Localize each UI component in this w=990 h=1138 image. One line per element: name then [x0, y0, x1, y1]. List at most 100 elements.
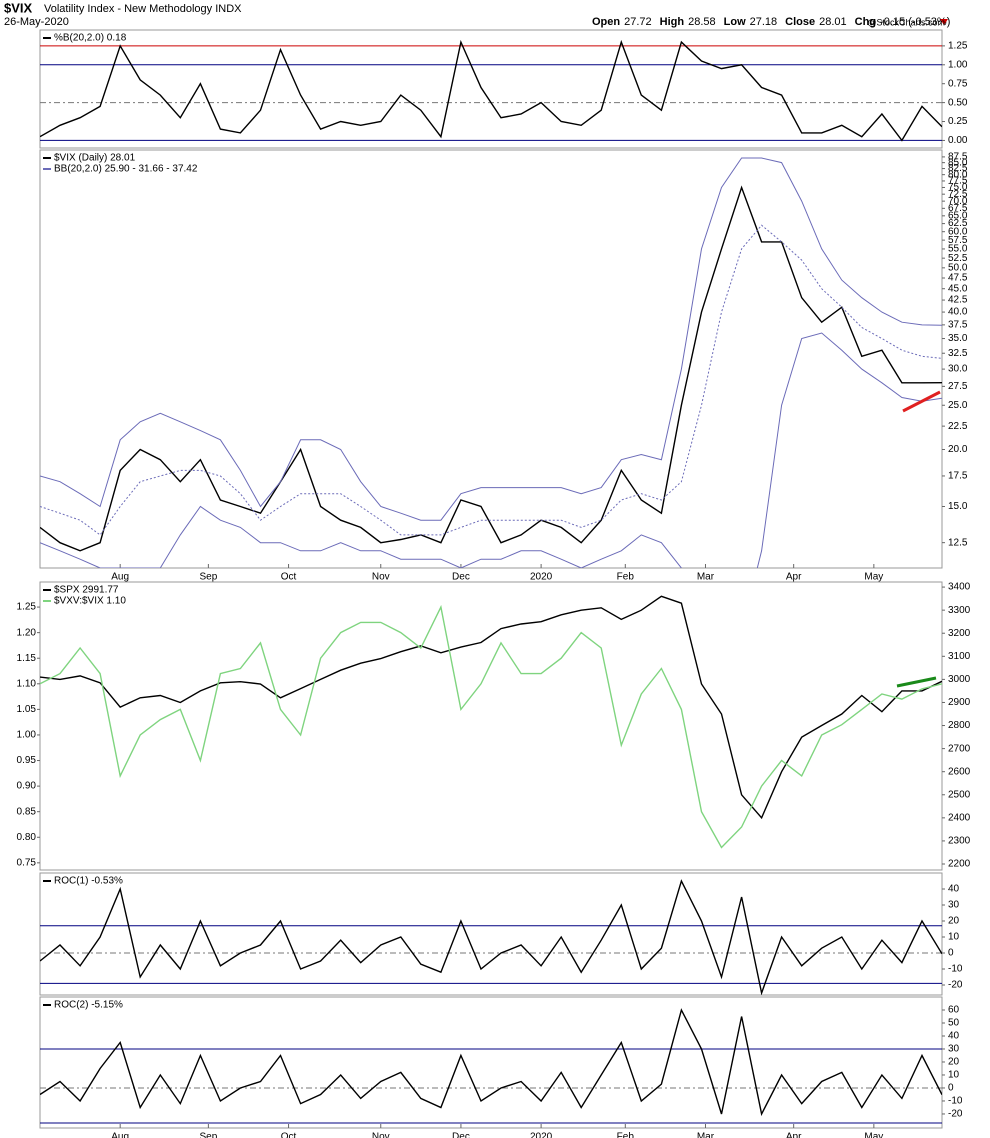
y-tick-label: 27.5	[948, 381, 968, 392]
band-line	[40, 332, 942, 568]
y-tick-label: 0.75	[948, 78, 968, 89]
y-tick-label: 52.5	[948, 253, 968, 264]
x-tick-label: 2020	[530, 1132, 553, 1138]
y-tick-label: 2700	[948, 743, 971, 754]
x-tick-label: Feb	[617, 572, 635, 583]
y-tick-label: 40	[948, 1031, 960, 1042]
legend-label: $VIX (Daily) 28.01	[54, 153, 136, 164]
panel-frame	[39, 149, 943, 569]
y-tick-label: 20.0	[948, 444, 968, 455]
y-tick-label: 10	[948, 932, 960, 943]
y-tick-label: 3300	[948, 605, 971, 616]
trend-annotation	[896, 676, 937, 688]
quote-value: 28.58	[688, 16, 716, 28]
y-tick-label: 0.75	[17, 857, 37, 868]
x-tick-label: Oct	[281, 572, 297, 583]
y-tick-label: 35.0	[948, 333, 968, 344]
x-tick-label: Feb	[617, 1132, 635, 1138]
y-tick-label: 3100	[948, 651, 971, 662]
panel-frame	[39, 872, 943, 996]
y-tick-label: 1.00	[17, 730, 37, 741]
x-tick-label: Dec	[452, 1132, 470, 1138]
quote-label: Chg	[855, 16, 876, 28]
quote-label: High	[660, 16, 685, 28]
quote-value: 27.18	[750, 16, 778, 28]
y-tick-label: 2800	[948, 720, 971, 731]
panel-frame	[39, 581, 943, 871]
series-line	[40, 595, 942, 820]
quote-label: Close	[785, 16, 815, 28]
y-tick-label: 0.95	[17, 755, 37, 766]
down-arrow	[940, 19, 948, 25]
x-tick-label: Dec	[452, 572, 470, 583]
y-tick-label: 20	[948, 916, 960, 927]
x-tick-label: Apr	[786, 1132, 802, 1138]
quote-label: Low	[724, 16, 746, 28]
y-tick-label: 17.5	[948, 471, 968, 482]
x-tick-label: Aug	[111, 1132, 129, 1138]
y-tick-label: 0.90	[17, 781, 37, 792]
y-tick-label: 40	[948, 884, 960, 895]
plots: 1.25 1.00 0.75 0.50 0.25 0.00 %B(20,2.0) 0.18 1…	[17, 29, 971, 1138]
y-tick-label: 55.0	[948, 244, 968, 255]
y-tick-label: 85.0	[948, 157, 968, 168]
y-tick-label: 1.20	[17, 627, 37, 638]
date: 26-May-2020	[4, 16, 69, 28]
y-tick-label: 10	[948, 1070, 960, 1081]
y-tick-label: 67.5	[948, 203, 968, 214]
y-tick-label: 0	[948, 1083, 954, 1094]
y-tick-label: 1.10	[17, 678, 37, 689]
y-tick-label: 72.5	[948, 189, 968, 200]
panel-frame	[39, 29, 943, 149]
y-tick-label: 47.5	[948, 273, 968, 284]
y-tick-label: 2200	[948, 859, 971, 870]
y-tick-label: 30.0	[948, 364, 968, 375]
watermark: @StockCharts.com	[867, 17, 945, 27]
y-tick-label: 3000	[948, 674, 971, 685]
y-tick-label: 82.5	[948, 163, 968, 174]
y-tick-label: 60	[948, 1005, 960, 1016]
y-tick-label: 3200	[948, 628, 971, 639]
y-tick-label: 30	[948, 1044, 960, 1055]
y-tick-label: -20	[948, 1109, 963, 1120]
symbol: $VIX	[4, 0, 33, 15]
y-tick-label: 77.5	[948, 176, 968, 187]
x-tick-label: Aug	[111, 572, 129, 583]
x-tick-label: May	[864, 1132, 883, 1138]
symbol-name: Volatility Index - New Methodology INDX	[44, 3, 242, 15]
y-tick-label: -10	[948, 1096, 963, 1107]
y-tick-label: 2900	[948, 697, 971, 708]
y-tick-label: 65.0	[948, 210, 968, 221]
legend-label: ROC(2) -5.15%	[54, 1000, 123, 1011]
y-tick-label: 1.15	[17, 653, 37, 664]
y-tick-label: 2500	[948, 789, 971, 800]
quote-value: 28.01	[819, 16, 847, 28]
y-tick-label: 0.85	[17, 806, 37, 817]
y-tick-label: -20	[948, 980, 963, 991]
y-tick-label: 2400	[948, 812, 971, 823]
y-tick-label: 62.5	[948, 218, 968, 229]
x-tick-label: Nov	[372, 572, 390, 583]
x-tick-label: Nov	[372, 1132, 390, 1138]
x-tick-label: May	[864, 572, 883, 583]
x-tick-label: Oct	[281, 1132, 297, 1138]
y-tick-label: 2300	[948, 836, 971, 847]
panel-frame	[39, 996, 943, 1129]
y-tick-label: 0.50	[948, 97, 968, 108]
quote-value: 27.72	[624, 16, 652, 28]
y-tick-label: 1.00	[948, 59, 968, 70]
y-tick-label: 0.00	[948, 135, 968, 146]
quote: Open 27.72 High 28.58 Low 27.18 Close 28.01 Chg -…	[592, 16, 950, 28]
y-tick-label: 50	[948, 1018, 960, 1029]
series-line	[40, 604, 942, 849]
y-tick-label: 22.5	[948, 421, 968, 432]
y-tick-label: 50.0	[948, 262, 968, 273]
y-tick-label: 75.0	[948, 182, 968, 193]
y-tick-label: 40.0	[948, 307, 968, 318]
trend-annotation	[902, 390, 941, 413]
y-tick-label: 57.5	[948, 235, 968, 246]
x-tick-label: Sep	[199, 1132, 217, 1138]
y-tick-label: 0	[948, 948, 954, 959]
y-tick-label: 1.25	[17, 602, 37, 613]
